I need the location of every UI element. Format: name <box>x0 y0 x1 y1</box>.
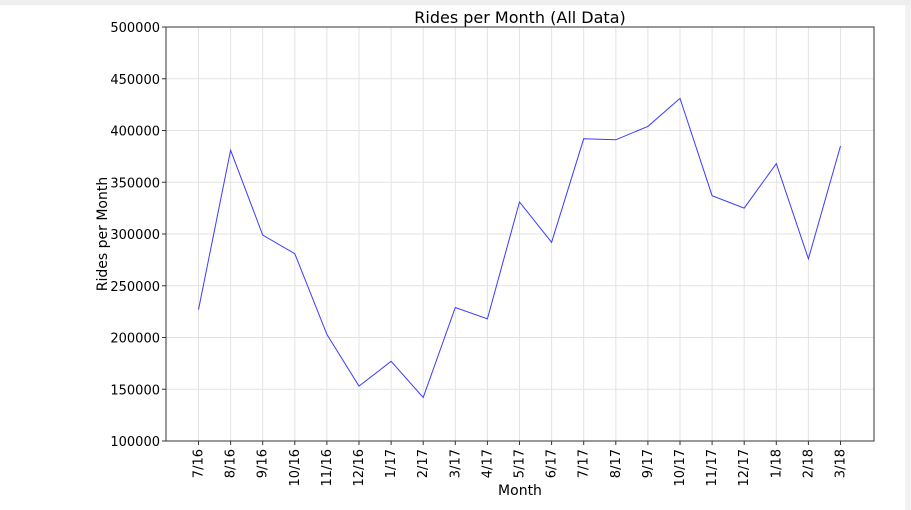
x-tick-label: 10/17 <box>673 449 688 486</box>
chart-title: Rides per Month (All Data) <box>414 8 626 27</box>
y-tick-label: 350000 <box>110 176 160 191</box>
window-top-bar <box>0 0 911 5</box>
x-tick-label: 2/18 <box>801 449 816 478</box>
series-line <box>198 97 841 399</box>
x-tick-label: 9/17 <box>641 449 656 478</box>
x-tick-label: 3/18 <box>834 449 849 478</box>
scrollbar-track[interactable] <box>905 5 911 510</box>
x-tick-label: 11/16 <box>320 449 335 486</box>
grid-lines <box>166 26 874 442</box>
y-tick-label: 500000 <box>110 21 160 36</box>
x-tick-label: 1/17 <box>384 449 399 478</box>
y-tick-label: 100000 <box>110 435 160 450</box>
y-axis-title: Rides per Month <box>95 177 111 291</box>
y-tick-label: 400000 <box>110 125 160 140</box>
x-tick-label: 5/17 <box>513 449 528 478</box>
x-tick-label: 4/17 <box>480 449 495 478</box>
x-tick-label: 6/17 <box>545 449 560 478</box>
x-tick-label: 12/17 <box>737 449 752 486</box>
x-tick-label: 7/17 <box>577 449 592 478</box>
y-axis-ticks: 100000 150000 200000 250000 300000 350000 4000… <box>110 21 166 450</box>
x-tick-label: 3/17 <box>448 449 463 478</box>
y-tick-label: 450000 <box>110 73 160 88</box>
x-tick-label: 1/18 <box>769 449 784 478</box>
x-tick-label: 12/16 <box>352 449 367 486</box>
x-axis-title: Month <box>498 483 542 499</box>
y-tick-label: 300000 <box>110 228 160 243</box>
x-tick-label: 10/16 <box>288 449 303 486</box>
x-tick-label: 7/16 <box>192 449 207 478</box>
x-tick-label: 8/16 <box>224 449 239 478</box>
x-tick-label: 8/17 <box>609 449 624 478</box>
y-tick-label: 200000 <box>110 332 160 347</box>
x-tick-label: 9/16 <box>256 449 271 478</box>
y-tick-label: 250000 <box>110 280 160 295</box>
y-tick-label: 150000 <box>110 383 160 398</box>
x-tick-label: 2/17 <box>416 449 431 478</box>
x-tick-label: 11/17 <box>705 449 720 486</box>
x-axis-ticks: 7/16 8/16 9/16 10/16 11/16 12/16 1/17 2/17 3/17 4… <box>192 441 849 486</box>
